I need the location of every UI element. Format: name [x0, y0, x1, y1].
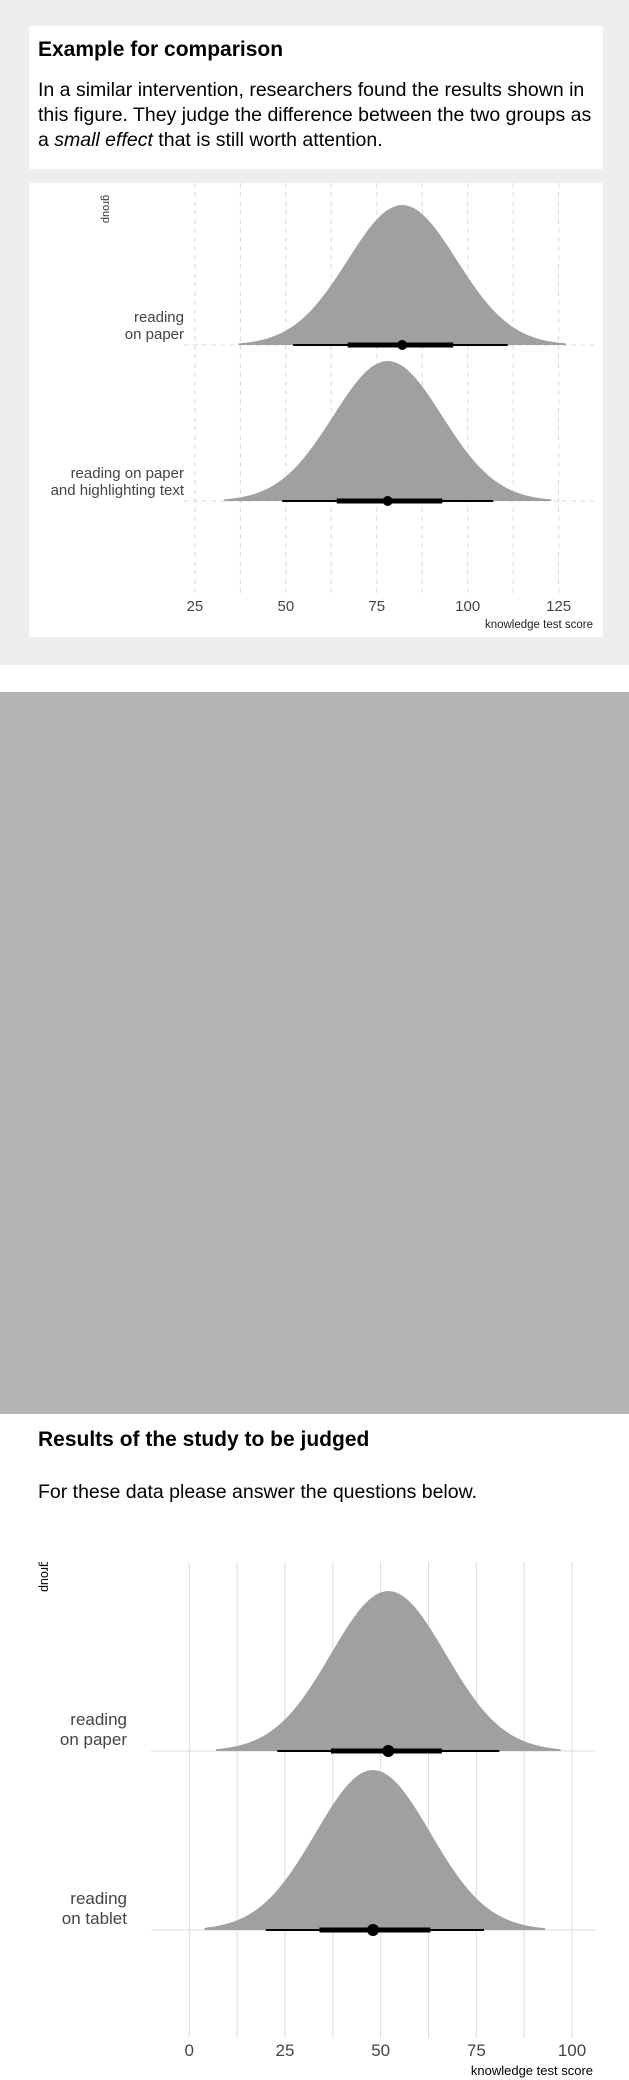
- x-tick-label: 50: [277, 598, 294, 615]
- y-tick-label-line: reading on paper: [71, 465, 184, 482]
- x-tick-label: 100: [455, 598, 480, 615]
- density-curve: [204, 1770, 546, 1930]
- x-tick-label: 100: [558, 2041, 586, 2060]
- example-description: In a similar intervention, researchers f…: [38, 78, 598, 153]
- point-estimate: [382, 496, 393, 506]
- example-text-card: Example for comparison In a similar inte…: [29, 26, 603, 169]
- x-tick-label: 50: [371, 2041, 390, 2060]
- y-tick-label: reading on paper: [125, 309, 184, 343]
- example-description-emphasis: small effect: [54, 129, 153, 151]
- x-tick-label: 0: [185, 2041, 194, 2060]
- x-tick-label: 25: [187, 598, 204, 615]
- y-tick-label: reading on tablet: [62, 1889, 127, 1928]
- y-axis-title: group: [38, 1562, 52, 1592]
- study-title: Results of the study to be judged: [38, 1428, 370, 1451]
- x-tick-label: 125: [546, 598, 571, 615]
- study-chart-card: reading on paper reading on tablet 0 25 50 75 10…: [29, 1562, 603, 2080]
- density-curve: [216, 1591, 561, 1751]
- y-tick-label-line: and highlighting text: [51, 482, 185, 499]
- y-tick-label-line: reading: [134, 309, 184, 326]
- example-description-start: In a similar intervention, researchers f…: [38, 79, 592, 151]
- example-panel: Example for comparison In a similar inte…: [0, 0, 629, 665]
- example-chart-card: reading on paper reading on paper and highl…: [29, 183, 603, 637]
- y-tick-label: reading on paper: [60, 1710, 127, 1749]
- point-estimate: [397, 340, 408, 350]
- x-tick-label: 75: [368, 598, 385, 615]
- point-estimate: [367, 1924, 379, 1936]
- study-text-card: Results of the study to be judged For th…: [29, 1416, 603, 1554]
- point-estimate: [382, 1745, 395, 1757]
- x-axis-title: knowledge test score: [485, 619, 593, 631]
- y-tick-label-line: on tablet: [62, 1909, 127, 1928]
- density-curve: [238, 205, 566, 345]
- study-description: For these data please answer the questio…: [38, 1481, 478, 1503]
- y-tick-label-line: reading: [70, 1889, 127, 1908]
- study-panel: Results of the study to be judged For th…: [0, 692, 629, 2080]
- y-tick-label-line: on paper: [125, 326, 184, 343]
- example-title: Example for comparison: [38, 38, 284, 61]
- y-tick-label: reading on paper and highlighting text: [51, 465, 185, 499]
- y-tick-label-line: on paper: [60, 1730, 127, 1749]
- density-curve: [224, 361, 552, 501]
- x-axis-title: knowledge test score: [471, 2063, 593, 2078]
- y-tick-label-line: reading: [70, 1710, 127, 1729]
- y-axis-title: group: [100, 195, 112, 223]
- x-tick-label: 75: [467, 2041, 486, 2060]
- example-description-end: that is still worth attention.: [152, 129, 383, 151]
- x-tick-label: 25: [276, 2041, 295, 2060]
